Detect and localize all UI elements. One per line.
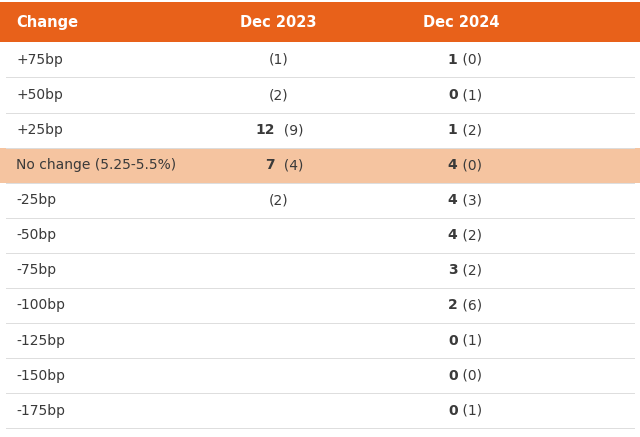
Text: +50bp: +50bp: [16, 88, 63, 102]
Text: 0: 0: [448, 369, 458, 383]
Text: (0): (0): [458, 369, 481, 383]
Text: 1: 1: [448, 123, 458, 137]
Text: No change (5.25-5.5%): No change (5.25-5.5%): [16, 158, 176, 172]
Bar: [0, 393, 640, 428]
Text: -100bp: -100bp: [16, 298, 65, 312]
Text: 4: 4: [448, 228, 458, 243]
Text: -75bp: -75bp: [16, 264, 56, 277]
Text: (6): (6): [458, 298, 482, 312]
Text: (3): (3): [458, 193, 481, 207]
Text: (0): (0): [458, 158, 481, 172]
Text: -25bp: -25bp: [16, 193, 56, 207]
Bar: [0, 288, 640, 323]
Text: -125bp: -125bp: [16, 333, 65, 347]
Text: (2): (2): [458, 123, 481, 137]
Text: (4): (4): [275, 158, 303, 172]
Text: (2): (2): [269, 88, 288, 102]
Bar: [0, 2, 640, 42]
Bar: [0, 42, 640, 77]
Text: (1): (1): [269, 53, 288, 67]
Text: (1): (1): [458, 88, 482, 102]
Text: (1): (1): [458, 404, 482, 418]
Bar: [0, 253, 640, 288]
Text: (2): (2): [458, 264, 481, 277]
Text: (2): (2): [458, 228, 481, 243]
Bar: [0, 148, 640, 183]
Text: Dec 2024: Dec 2024: [422, 15, 499, 30]
Text: 12: 12: [256, 123, 275, 137]
Text: 7: 7: [266, 158, 275, 172]
Text: Change: Change: [16, 15, 78, 30]
Text: 2: 2: [448, 298, 458, 312]
Text: 4: 4: [448, 193, 458, 207]
Bar: [0, 358, 640, 393]
Text: (9): (9): [275, 123, 304, 137]
Text: -50bp: -50bp: [16, 228, 56, 243]
Bar: [0, 183, 640, 218]
Bar: [0, 113, 640, 148]
Text: +25bp: +25bp: [16, 123, 63, 137]
Text: (1): (1): [458, 333, 482, 347]
Text: 0: 0: [448, 333, 458, 347]
Text: 0: 0: [448, 404, 458, 418]
Text: 3: 3: [448, 264, 458, 277]
Text: 4: 4: [448, 158, 458, 172]
Text: -175bp: -175bp: [16, 404, 65, 418]
Text: +75bp: +75bp: [16, 53, 63, 67]
Text: (2): (2): [269, 193, 288, 207]
Text: 1: 1: [448, 53, 458, 67]
Text: (0): (0): [458, 53, 481, 67]
Text: 0: 0: [448, 88, 458, 102]
Text: Dec 2023: Dec 2023: [240, 15, 317, 30]
Bar: [0, 323, 640, 358]
Text: -150bp: -150bp: [16, 369, 65, 383]
Bar: [0, 77, 640, 113]
Bar: [0, 218, 640, 253]
